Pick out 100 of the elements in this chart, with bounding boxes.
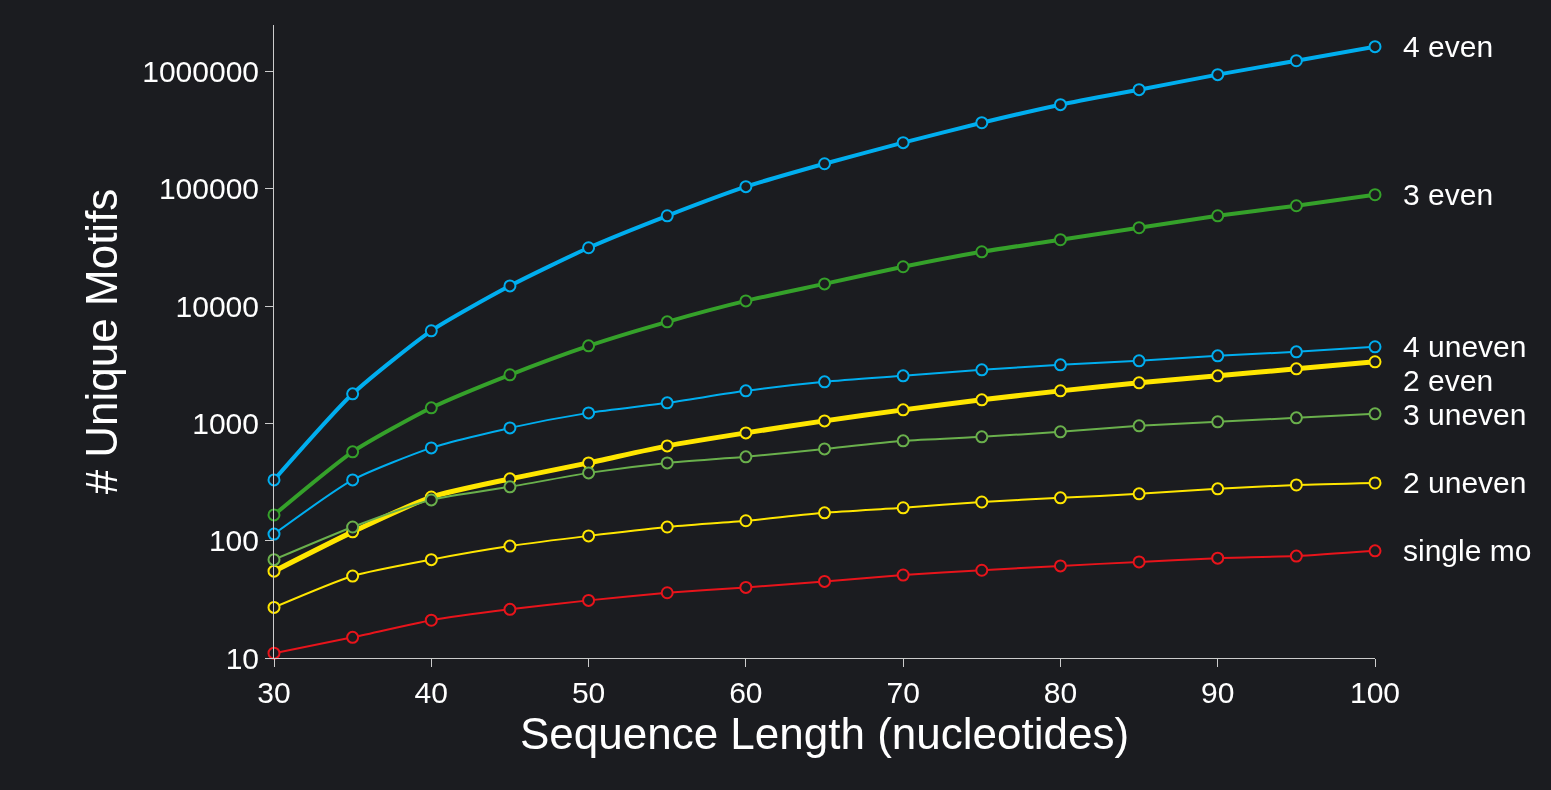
point <box>1368 188 1382 202</box>
point <box>1053 233 1067 247</box>
point <box>503 421 517 435</box>
point <box>975 563 989 577</box>
x-tick-label: 60 <box>729 676 763 709</box>
point <box>818 414 831 428</box>
point <box>1211 369 1225 383</box>
point <box>1289 549 1303 563</box>
point <box>1368 340 1382 354</box>
point <box>503 480 517 494</box>
point <box>739 384 753 398</box>
point <box>1132 487 1146 501</box>
point <box>1368 544 1382 558</box>
series-label: single mo <box>1403 534 1532 567</box>
point <box>582 406 596 420</box>
point <box>818 506 831 520</box>
y-tick-label: 10 <box>225 641 259 675</box>
x-tick-label: 100 <box>1349 676 1401 709</box>
point <box>660 396 674 410</box>
point <box>1132 354 1146 368</box>
point <box>424 401 438 415</box>
point <box>346 630 360 644</box>
series-label: 3 even <box>1403 178 1494 211</box>
point <box>1368 476 1382 490</box>
point <box>975 495 989 509</box>
point <box>1053 384 1067 398</box>
point <box>739 294 753 308</box>
point <box>346 569 360 583</box>
series-label: 2 even <box>1403 364 1494 397</box>
point <box>1289 199 1303 213</box>
point <box>975 116 989 130</box>
point <box>818 277 831 291</box>
point <box>660 520 674 534</box>
point <box>1053 491 1067 505</box>
y-axis-title: # Unique Motifs <box>77 188 127 495</box>
series-label: 3 uneven <box>1403 398 1527 431</box>
point <box>346 445 360 459</box>
point <box>346 520 360 534</box>
point <box>1211 415 1225 429</box>
point <box>1211 68 1225 82</box>
point <box>1289 362 1303 376</box>
point <box>739 514 753 528</box>
point <box>1211 349 1225 363</box>
point <box>975 430 989 444</box>
point <box>1132 83 1146 97</box>
series-label: 4 uneven <box>1403 330 1527 363</box>
point <box>1132 555 1146 569</box>
point <box>503 368 517 382</box>
point <box>1289 345 1303 359</box>
point <box>503 279 517 293</box>
point <box>818 574 831 588</box>
x-tick-label: 90 <box>1201 676 1235 709</box>
y-tick-label: 1000000 <box>142 55 259 89</box>
point <box>424 441 438 455</box>
point <box>818 375 831 389</box>
point <box>1289 54 1303 68</box>
point <box>1211 209 1225 223</box>
x-axis-title: Sequence Length (nucleotides) <box>519 709 1130 758</box>
point <box>1132 221 1146 235</box>
x-tick-label: 50 <box>571 676 606 709</box>
point <box>896 136 910 150</box>
x-tick-label: 30 <box>257 676 291 709</box>
point <box>582 529 596 543</box>
point <box>739 450 753 464</box>
point <box>582 466 596 480</box>
point <box>896 260 910 274</box>
y-tick-label: 1000 <box>192 406 259 440</box>
y-tick-label: 100 <box>208 524 259 558</box>
x-tick-label: 40 <box>414 676 448 709</box>
y-tick-label: 10000 <box>175 289 259 323</box>
point <box>503 602 517 616</box>
point <box>975 393 989 407</box>
point <box>346 473 360 487</box>
point <box>424 324 438 338</box>
point <box>896 568 910 582</box>
point <box>1132 419 1146 433</box>
point <box>818 157 831 171</box>
point <box>346 387 360 401</box>
point <box>503 539 517 553</box>
point <box>975 363 989 377</box>
point <box>1368 40 1382 54</box>
series-label: 4 even <box>1403 30 1494 63</box>
point <box>896 434 910 448</box>
point <box>660 209 674 223</box>
point <box>267 553 281 567</box>
point <box>818 442 831 456</box>
point <box>1368 355 1382 369</box>
point <box>896 403 910 417</box>
x-tick-label: 70 <box>886 676 920 709</box>
point <box>739 426 753 440</box>
point <box>424 553 438 567</box>
point <box>1368 407 1382 421</box>
point <box>1211 482 1225 496</box>
y-tick-label: 100000 <box>158 172 259 206</box>
point <box>1289 411 1303 425</box>
point <box>660 439 674 453</box>
point <box>582 339 596 353</box>
point <box>1053 358 1067 372</box>
point <box>660 586 674 600</box>
point <box>1053 425 1067 439</box>
